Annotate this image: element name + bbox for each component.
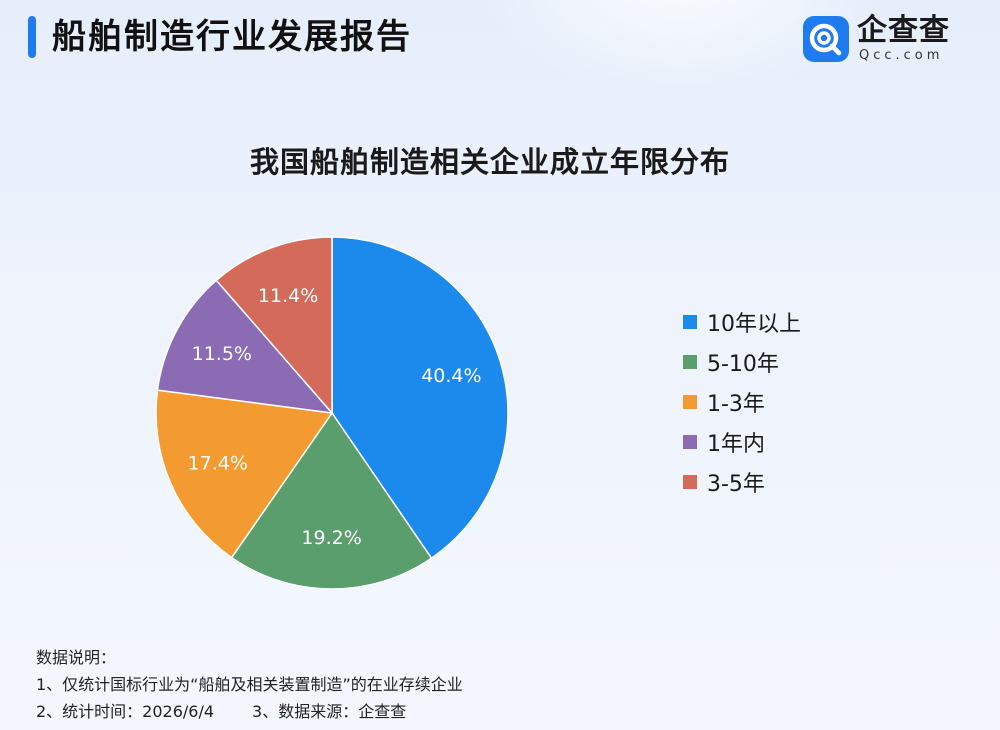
legend-swatch — [683, 355, 697, 369]
legend-label: 3-5年 — [707, 472, 765, 497]
legend-swatch — [683, 395, 697, 409]
logo-domain: Qcc.com — [859, 48, 944, 63]
slice-data-label: 19.2% — [301, 527, 361, 549]
legend-swatch — [683, 475, 697, 489]
slice-data-label: 17.4% — [188, 453, 248, 475]
pie-slice — [215, 236, 333, 416]
legend-label: 1-3年 — [707, 392, 765, 417]
slice-data-label: 11.5% — [192, 343, 252, 365]
slice-data-label: 40.4% — [421, 365, 481, 387]
qcc-logo-icon — [803, 16, 849, 62]
legend-item: 3-5年 — [683, 462, 801, 502]
legend-swatch — [683, 435, 697, 449]
legend-item: 1-3年 — [683, 382, 801, 422]
logo-name: 企查查 — [857, 13, 950, 48]
note-date: 2、统计时间：2026/6/4 — [36, 702, 215, 721]
chart-title: 我国船舶制造相关企业成立年限分布 — [249, 145, 730, 179]
legend-label: 10年以上 — [707, 312, 801, 337]
pie-slice — [230, 411, 433, 590]
legend-label: 1年内 — [707, 432, 765, 457]
brand-logo: 企查查 Qcc.com — [803, 12, 973, 66]
chart-legend: 10年以上 5-10年 1-3年 1年内 3-5年 — [683, 302, 801, 502]
pie-slice — [331, 236, 509, 560]
page-title: 船舶制造行业发展报告 — [52, 17, 412, 57]
notes-heading: 数据说明： — [36, 648, 117, 667]
slice-data-label: 11.4% — [258, 285, 318, 307]
data-notes: 数据说明： 1、仅统计国标行业为“船舶及相关装置制造”的在业存续企业 2、统计时… — [36, 644, 463, 725]
pie-slice — [156, 279, 334, 415]
pie-slice — [155, 389, 334, 559]
legend-item: 1年内 — [683, 422, 801, 462]
legend-label: 5-10年 — [707, 352, 779, 377]
legend-swatch — [683, 315, 697, 329]
legend-item: 10年以上 — [683, 302, 801, 342]
legend-item: 5-10年 — [683, 342, 801, 382]
title-accent-bar — [28, 16, 36, 58]
note-source: 3、数据来源：企查查 — [252, 702, 407, 721]
note-line-2: 2、统计时间：2026/6/4 3、数据来源：企查查 — [36, 698, 463, 725]
note-line-1: 1、仅统计国标行业为“船舶及相关装置制造”的在业存续企业 — [36, 675, 463, 694]
